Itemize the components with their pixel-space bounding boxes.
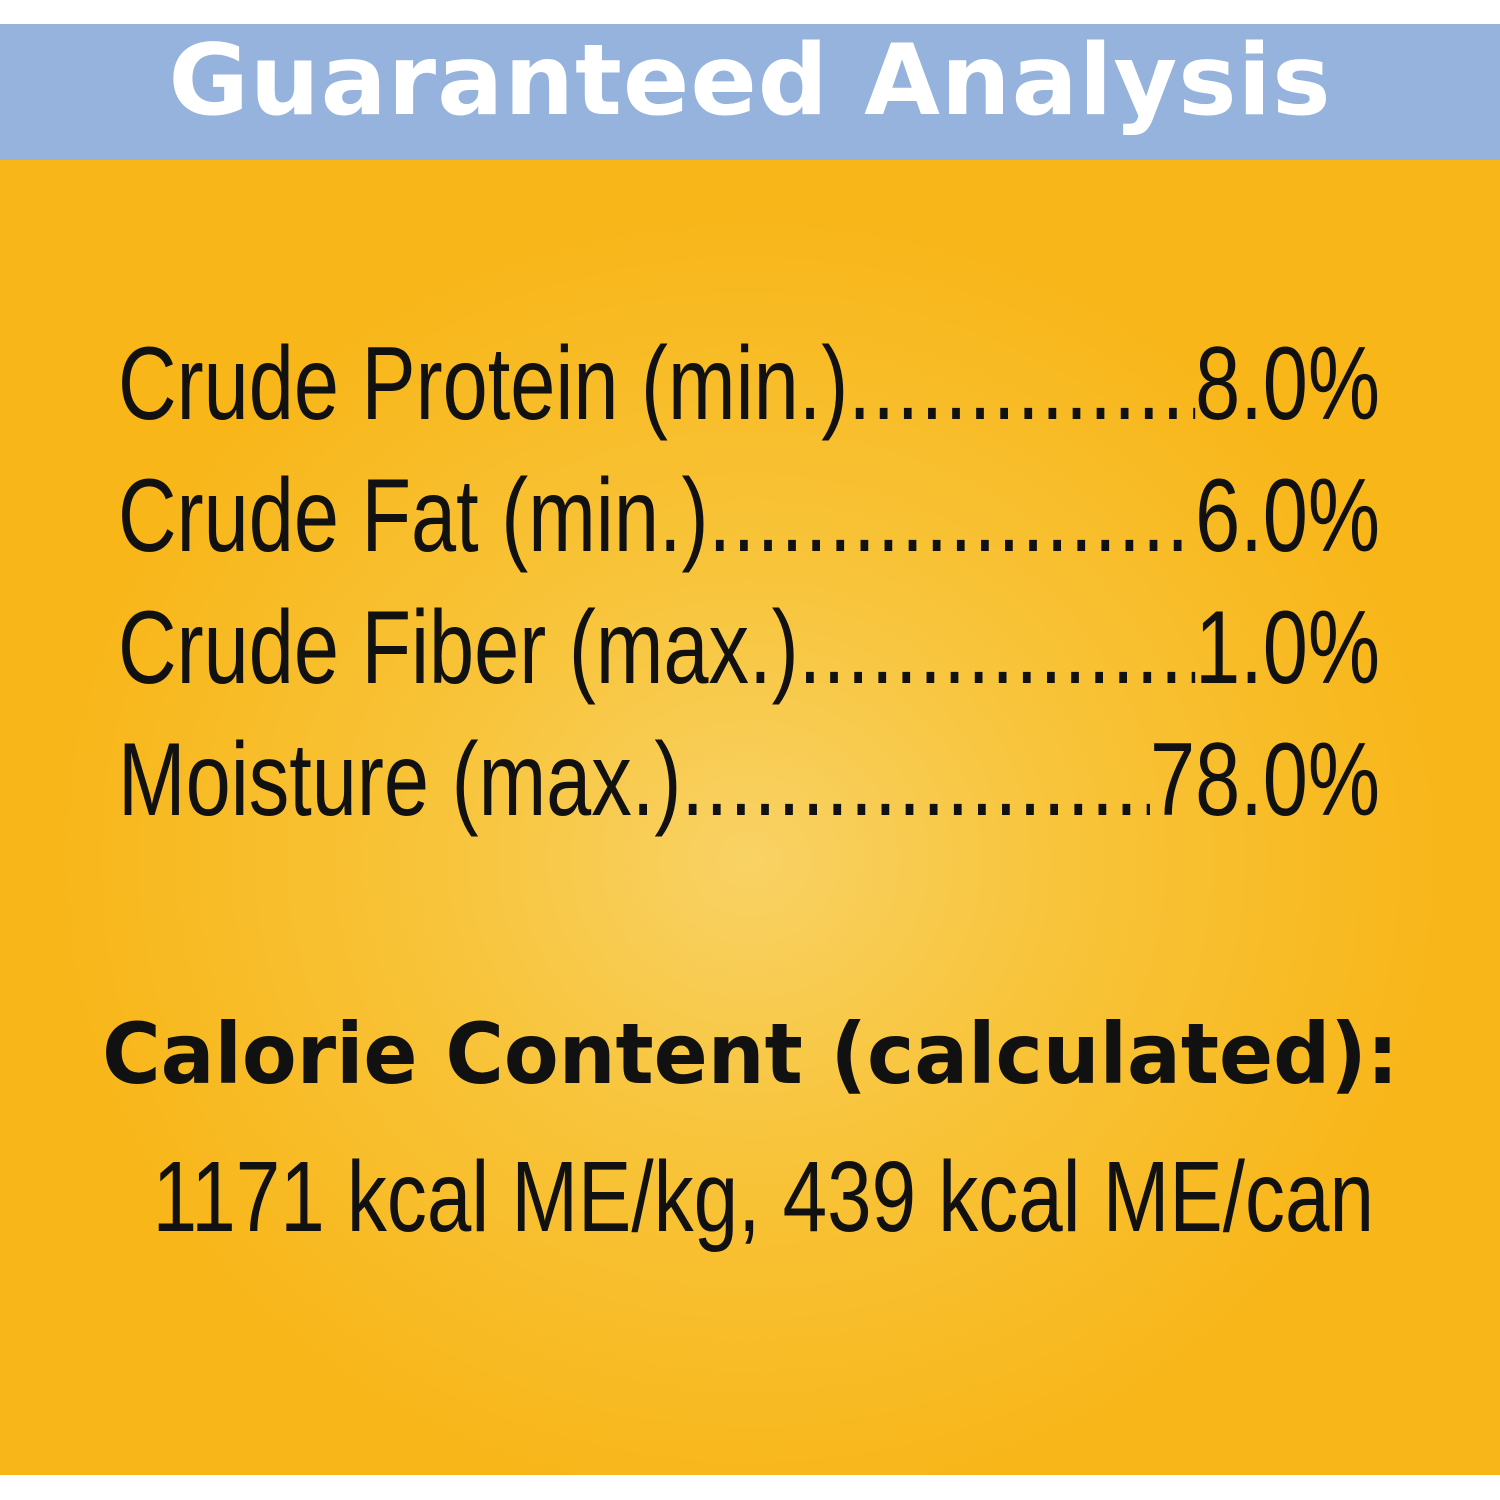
analysis-row-moisture: Moisture (max.) 78.0%: [118, 721, 1380, 853]
analysis-table: Crude Protein (min.) 8.0% Crude Fat (min…: [118, 325, 1380, 853]
analysis-row-protein: Crude Protein (min.) 8.0%: [118, 325, 1380, 457]
dot-leader: [708, 457, 1195, 576]
row-value: 6.0%: [1195, 458, 1381, 574]
header-band: Guaranteed Analysis: [0, 24, 1500, 160]
dot-leader: [848, 325, 1195, 444]
row-label: Moisture (max.): [118, 722, 682, 838]
analysis-row-fiber: Crude Fiber (max.) 1.0%: [118, 589, 1380, 721]
analysis-row-fat: Crude Fat (min.) 6.0%: [118, 457, 1380, 589]
row-label: Crude Fat (min.): [118, 458, 709, 574]
calorie-heading: Calorie Content (calculated):: [0, 1005, 1500, 1103]
dot-leader: [681, 721, 1150, 840]
row-label: Crude Protein (min.): [118, 326, 849, 442]
dot-leader: [799, 589, 1195, 708]
row-value: 8.0%: [1195, 326, 1381, 442]
calorie-heading-text: Calorie Content (calculated):: [101, 1005, 1399, 1103]
row-value: 1.0%: [1195, 590, 1381, 706]
row-value: 78.0%: [1150, 722, 1381, 838]
calorie-value: 1171 kcal ME/kg, 439 kcal ME/can: [0, 1140, 1500, 1255]
row-label: Crude Fiber (max.): [118, 590, 799, 706]
page-title: Guaranteed Analysis: [168, 24, 1332, 138]
calorie-value-text: 1171 kcal ME/kg, 439 kcal ME/can: [152, 1141, 1375, 1253]
